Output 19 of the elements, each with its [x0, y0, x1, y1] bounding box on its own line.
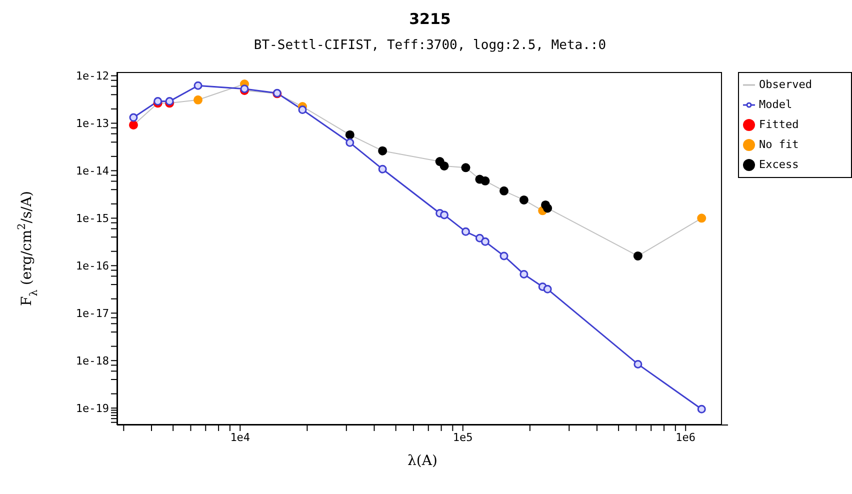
- legend-label: Excess: [759, 158, 799, 171]
- y-tick-label: 1e-17: [76, 307, 109, 320]
- y-tick-label: 1e-15: [76, 212, 109, 226]
- x-axis-title: λ(A): [408, 453, 438, 469]
- y-tick-label: 1e-16: [76, 260, 109, 273]
- x-tick-label: 1e5: [452, 430, 473, 444]
- y-tick-label: 1e-18: [76, 354, 109, 368]
- x-tick-label: 1e4: [230, 430, 250, 444]
- x-tick-label: 1e6: [676, 430, 696, 444]
- chart-title: 3215: [408, 10, 452, 28]
- legend-label: Model: [759, 98, 792, 111]
- y-tick-label: 1e-19: [76, 402, 109, 415]
- y-tick-label: 1e-14: [76, 164, 110, 178]
- chart-subtitle: BT-Settl-CIFIST, Teff:3700, logg:2.5, Meta.:0: [252, 38, 608, 53]
- y-tick-label: 1e-12: [76, 70, 109, 83]
- legend-label: Fitted: [759, 118, 799, 131]
- legend-label: Observed: [759, 78, 812, 91]
- legend-label: No fit: [759, 138, 799, 151]
- y-tick-label: 1e-13: [76, 117, 109, 130]
